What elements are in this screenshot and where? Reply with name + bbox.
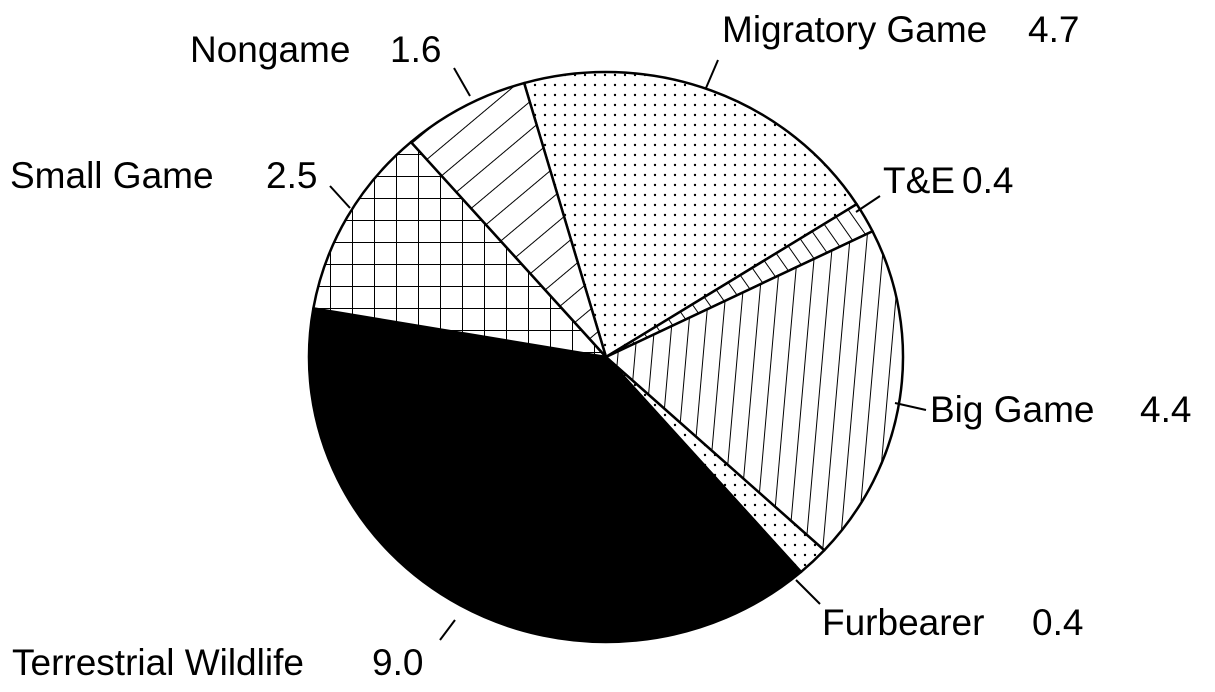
leader-line xyxy=(439,619,456,641)
slice-label: Nongame xyxy=(190,29,350,70)
pie-slice xyxy=(409,81,608,359)
slice-label: Big Game xyxy=(930,389,1095,430)
leader-line xyxy=(795,579,821,605)
slice-label: Small Game xyxy=(10,155,214,196)
slice-value: 2.5 xyxy=(266,155,317,196)
slice-value: 9.0 xyxy=(372,642,423,683)
pie-slice xyxy=(307,307,803,644)
slice-value: 0.4 xyxy=(962,160,1013,201)
leader-line xyxy=(855,195,881,213)
slice-value: 0.4 xyxy=(1032,602,1083,643)
slice-value: 4.4 xyxy=(1140,389,1191,430)
pie-slice xyxy=(604,230,905,552)
slice-label: Terrestrial Wildlife xyxy=(12,642,304,683)
pie-slice xyxy=(312,140,608,359)
slice-label: T&E xyxy=(883,160,955,201)
slice-value: 4.7 xyxy=(1028,9,1079,50)
leader-line xyxy=(329,185,351,209)
leader-line xyxy=(453,67,471,97)
slice-value: 1.6 xyxy=(390,29,441,70)
leader-line xyxy=(894,402,927,411)
leader-line xyxy=(705,59,719,89)
pie-slice xyxy=(522,70,858,359)
slice-label: Furbearer xyxy=(822,602,984,643)
slice-label: Migratory Game xyxy=(722,9,987,50)
